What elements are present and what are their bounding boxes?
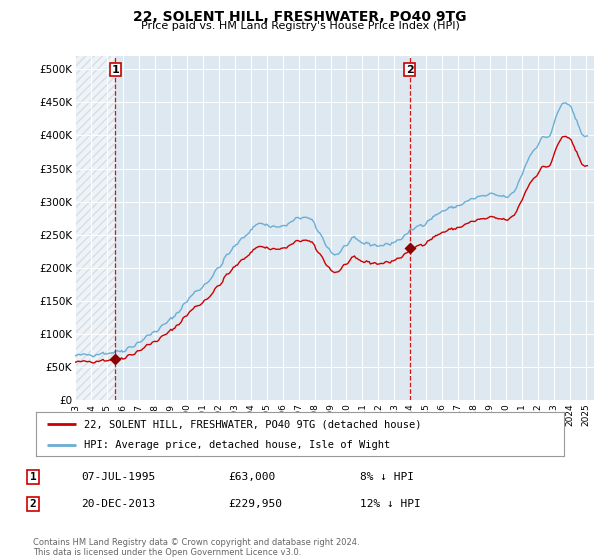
Bar xyxy=(75,56,115,400)
Text: 07-JUL-1995: 07-JUL-1995 xyxy=(81,472,155,482)
Text: £229,950: £229,950 xyxy=(228,499,282,509)
Text: Price paid vs. HM Land Registry's House Price Index (HPI): Price paid vs. HM Land Registry's House … xyxy=(140,21,460,31)
Text: 20-DEC-2013: 20-DEC-2013 xyxy=(81,499,155,509)
Text: 22, SOLENT HILL, FRESHWATER, PO40 9TG: 22, SOLENT HILL, FRESHWATER, PO40 9TG xyxy=(133,10,467,24)
Text: 8% ↓ HPI: 8% ↓ HPI xyxy=(360,472,414,482)
Text: HPI: Average price, detached house, Isle of Wight: HPI: Average price, detached house, Isle… xyxy=(83,440,390,450)
Text: 1: 1 xyxy=(29,472,37,482)
Text: 22, SOLENT HILL, FRESHWATER, PO40 9TG (detached house): 22, SOLENT HILL, FRESHWATER, PO40 9TG (d… xyxy=(83,419,421,429)
Text: 2: 2 xyxy=(29,499,37,509)
Text: 1: 1 xyxy=(112,64,119,74)
Text: £63,000: £63,000 xyxy=(228,472,275,482)
Text: 12% ↓ HPI: 12% ↓ HPI xyxy=(360,499,421,509)
Text: 2: 2 xyxy=(406,64,414,74)
Text: Contains HM Land Registry data © Crown copyright and database right 2024.
This d: Contains HM Land Registry data © Crown c… xyxy=(33,538,359,557)
